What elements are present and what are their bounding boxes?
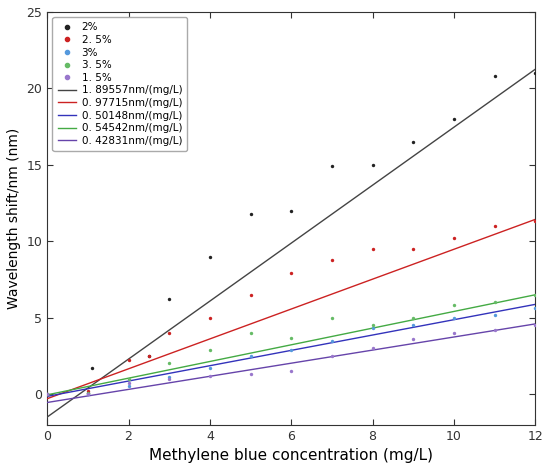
Point	[449, 314, 458, 321]
Point	[409, 314, 417, 321]
Point	[87, 364, 96, 372]
Point	[145, 352, 153, 360]
Point	[368, 345, 377, 352]
Point	[246, 210, 255, 218]
Point	[327, 256, 336, 263]
X-axis label: Methylene blue concentration (mg/L): Methylene blue concentration (mg/L)	[149, 448, 433, 463]
Point	[327, 337, 336, 345]
Point	[449, 329, 458, 337]
Point	[368, 245, 377, 252]
Point	[490, 311, 499, 318]
Point	[490, 326, 499, 334]
Point	[531, 218, 540, 225]
Point	[531, 69, 540, 77]
Point	[368, 325, 377, 332]
Point	[206, 314, 214, 321]
Point	[409, 245, 417, 252]
Point	[246, 291, 255, 298]
Point	[84, 389, 92, 396]
Point	[246, 352, 255, 360]
Point	[84, 390, 92, 398]
Point	[531, 291, 540, 298]
Point	[327, 163, 336, 170]
Point	[124, 357, 133, 364]
Point	[124, 375, 133, 383]
Point	[43, 390, 52, 398]
Point	[84, 389, 92, 396]
Point	[368, 161, 377, 169]
Point	[287, 334, 295, 341]
Point	[246, 370, 255, 378]
Point	[287, 368, 295, 375]
Point	[165, 375, 174, 383]
Point	[287, 346, 295, 353]
Point	[165, 360, 174, 367]
Y-axis label: Wavelength shift/nm (nm): Wavelength shift/nm (nm)	[7, 128, 21, 309]
Point	[287, 207, 295, 214]
Point	[43, 390, 52, 398]
Point	[124, 380, 133, 387]
Point	[531, 305, 540, 312]
Point	[409, 138, 417, 146]
Point	[43, 390, 52, 398]
Point	[206, 372, 214, 379]
Point	[145, 352, 153, 360]
Point	[531, 321, 540, 329]
Point	[84, 387, 92, 395]
Point	[449, 302, 458, 309]
Point	[43, 390, 52, 398]
Point	[165, 374, 174, 381]
Point	[449, 115, 458, 123]
Point	[246, 329, 255, 337]
Point	[327, 352, 336, 360]
Point	[490, 72, 499, 80]
Point	[327, 314, 336, 321]
Point	[206, 253, 214, 260]
Point	[287, 270, 295, 277]
Point	[43, 390, 52, 398]
Point	[449, 235, 458, 242]
Point	[165, 329, 174, 337]
Point	[409, 335, 417, 343]
Point	[206, 364, 214, 372]
Point	[490, 298, 499, 306]
Point	[165, 296, 174, 303]
Point	[124, 383, 133, 390]
Point	[368, 321, 377, 329]
Point	[409, 321, 417, 329]
Point	[206, 346, 214, 353]
Point	[490, 222, 499, 230]
Legend: 2%, 2. 5%, 3%, 3. 5%, 1. 5%, 1. 89557nm/(mg/L), 0. 97715nm/(mg/L), 0. 50148nm/(m: 2%, 2. 5%, 3%, 3. 5%, 1. 5%, 1. 89557nm/…	[52, 17, 188, 151]
Point	[84, 390, 92, 398]
